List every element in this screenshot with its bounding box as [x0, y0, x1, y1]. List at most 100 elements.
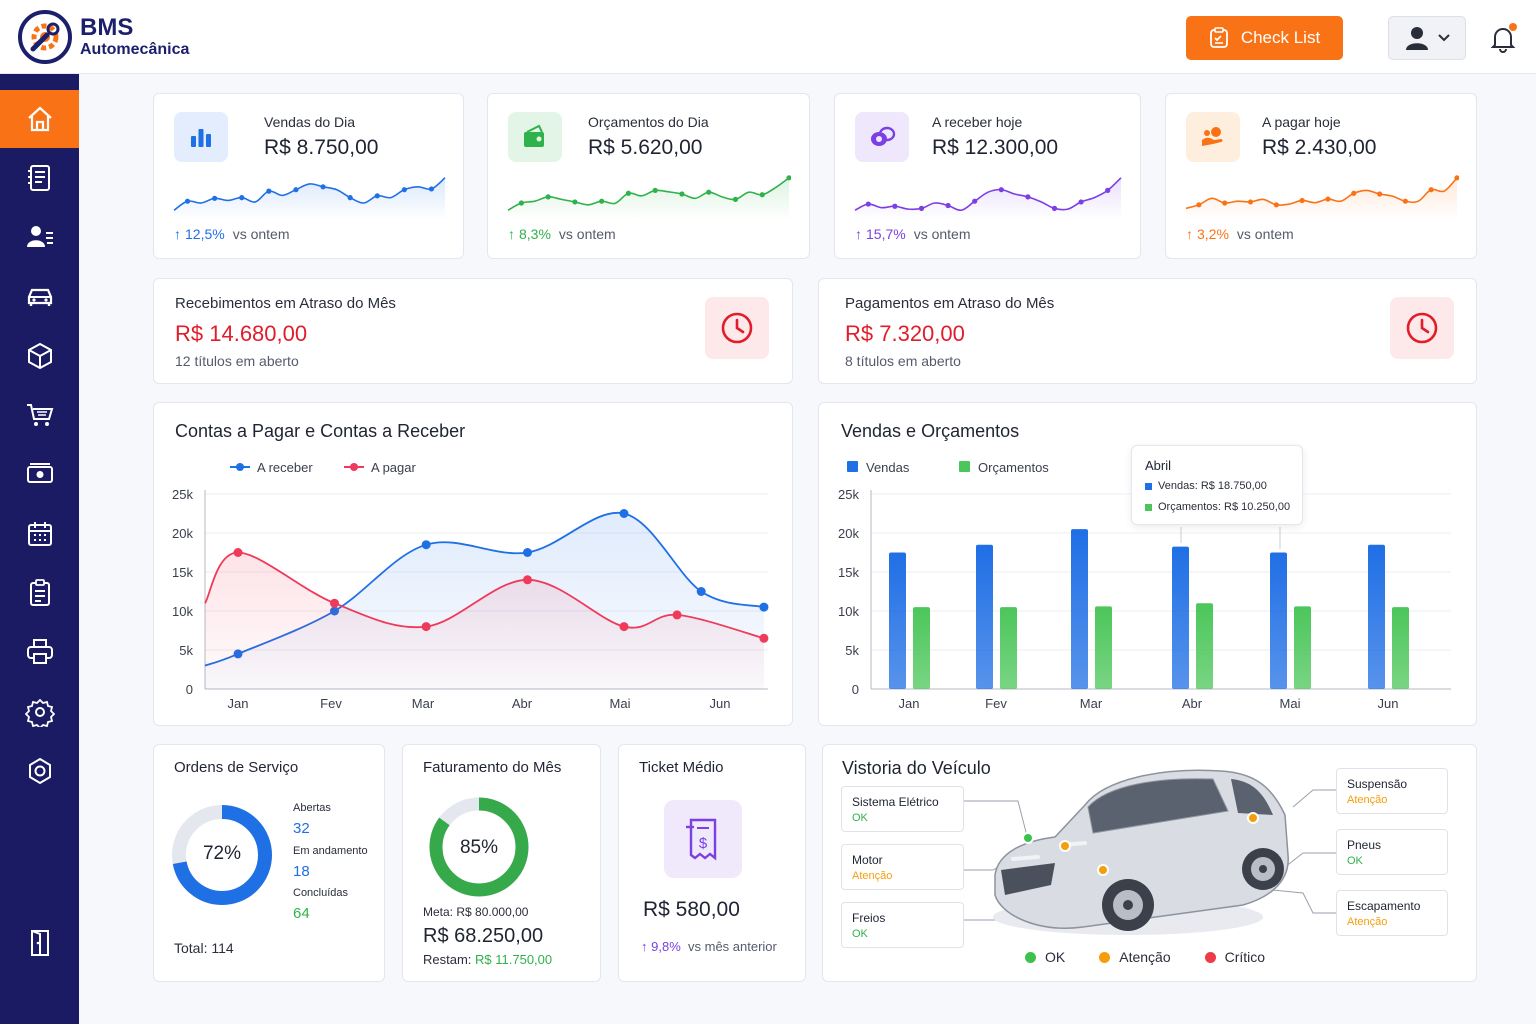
- marker-electrical[interactable]: [1022, 832, 1034, 844]
- marker-suspension[interactable]: [1247, 812, 1259, 824]
- marker-exhaust[interactable]: [1097, 864, 1109, 876]
- inspection-item-status: OK: [1347, 855, 1363, 867]
- series-point: [523, 575, 532, 585]
- bar: [1172, 546, 1189, 689]
- kpi-sparkline: [173, 177, 446, 220]
- bell-icon[interactable]: [1488, 24, 1518, 54]
- y-tick-label: 0: [186, 682, 193, 697]
- sidebar-item-schedule[interactable]: [0, 505, 79, 563]
- legend-label: Crítico: [1224, 949, 1266, 965]
- sidebar-item-stock[interactable]: [0, 327, 79, 385]
- legend-marker: [236, 463, 244, 471]
- legend-label: Vendas: [866, 460, 910, 475]
- x-tick-label: Jan: [228, 696, 249, 711]
- bar-chart[interactable]: 0 5k 10k 15k 20k 25k Jan Fev Mar Abr Mai Jun Vendas O…: [819, 403, 1478, 727]
- kpi-value: R$ 5.620,00: [588, 136, 703, 159]
- bar: [1294, 606, 1311, 689]
- legend-marker: [350, 463, 358, 471]
- kpi-change-value: 8,3%: [519, 226, 551, 242]
- inspection-item[interactable]: Suspensão Atenção: [1336, 768, 1448, 814]
- sparkline-point: [266, 188, 272, 194]
- marker-engine[interactable]: [1059, 840, 1071, 852]
- late-receivables-title: Recebimentos em Atraso do Mês: [175, 295, 396, 312]
- inspection-item[interactable]: Freios OK: [841, 902, 964, 948]
- legend-item: Atenção: [1099, 949, 1171, 965]
- kpi-change-value: 15,7%: [866, 226, 906, 242]
- bar-chart-icon: [174, 112, 228, 162]
- y-tick-label: 5k: [845, 643, 859, 658]
- late-receivables-count: 12 títulos em aberto: [175, 353, 299, 369]
- bar: [1071, 529, 1088, 689]
- bar: [1392, 607, 1409, 689]
- chart-tooltip: Abril Vendas: R$ 18.750,00 Orçamentos: R…: [1131, 445, 1303, 525]
- user-menu-button[interactable]: [1388, 16, 1466, 60]
- inspection-item[interactable]: Pneus OK: [1336, 829, 1448, 875]
- sidebar-item-settings[interactable]: [0, 683, 79, 741]
- bar: [1095, 606, 1112, 689]
- car-icon: [27, 288, 52, 306]
- kpi-card-quotes[interactable]: Orçamentos do Dia R$ 5.620,00 ↑ 8,3% vs on…: [487, 93, 810, 259]
- inspection-item[interactable]: Motor Atenção: [841, 844, 964, 890]
- sparkline-point: [1402, 198, 1408, 204]
- brand-logo[interactable]: BMS Automecânica: [18, 10, 189, 64]
- inspection-item[interactable]: Escapamento Atenção: [1336, 890, 1448, 936]
- sidebar-item-tools[interactable]: [0, 742, 79, 800]
- sparkline-point: [1428, 187, 1434, 193]
- sidebar-item-print[interactable]: [0, 623, 79, 681]
- monthly-billing-card[interactable]: Faturamento do Mês 85% Meta: R$ 80.000,0…: [402, 744, 601, 982]
- vehicle-inspection-card[interactable]: Vistoria do Veículo OK Atenção Crítico Sis…: [822, 744, 1477, 982]
- inspection-item-status: OK: [852, 812, 868, 824]
- clipboard-icon: [29, 579, 50, 606]
- sparkline-line: [173, 177, 446, 211]
- line-chart[interactable]: 0 5k 10k 15k 20k 25k Jan Fev Mar Abr Mai Jun A receb…: [154, 403, 794, 727]
- checklist-icon: [1209, 27, 1228, 48]
- orders-donut: [172, 805, 272, 905]
- sidebar-item-finance[interactable]: [0, 445, 79, 503]
- sidebar-item-purchases[interactable]: [0, 386, 79, 444]
- bar: [1368, 544, 1385, 689]
- billing-remaining-value: R$ 11.750,00: [475, 952, 553, 967]
- kpi-card-receivable[interactable]: A receber hoje R$ 12.300,00 ↑ 15,7% vs ont…: [834, 93, 1141, 259]
- sidebar-item-vehicles[interactable]: [0, 268, 79, 326]
- settings-alt-icon: [28, 757, 51, 785]
- top-header: BMS Automecânica Check List: [0, 0, 1536, 74]
- average-ticket-card[interactable]: Ticket Médio $ R$ 580,00 ↑ 9,8% vs mês a…: [618, 744, 806, 982]
- kpi-card-sales[interactable]: Vendas do Dia R$ 8.750,00 ↑ 12,5% vs ontem: [153, 93, 464, 259]
- coins-icon: [855, 112, 909, 162]
- billing-goal: Meta: R$ 80.000,00: [423, 905, 528, 919]
- calendar-icon: [27, 522, 52, 546]
- wallet-icon: [508, 112, 562, 162]
- receipt-icon: [27, 165, 50, 191]
- ticket-title: Ticket Médio: [639, 759, 724, 776]
- bar: [913, 607, 930, 689]
- y-tick-label: 15k: [172, 565, 193, 580]
- inspection-item[interactable]: Sistema Elétrico OK: [841, 786, 964, 832]
- sparkline-point: [212, 195, 218, 201]
- sidebar: [0, 74, 79, 1024]
- sidebar-item-sales[interactable]: [0, 149, 79, 207]
- checklist-button[interactable]: Check List: [1186, 16, 1343, 60]
- sparkline-point: [1222, 200, 1228, 206]
- billing-donut: [429, 797, 529, 897]
- sidebar-item-logout[interactable]: [0, 914, 79, 972]
- sidebar-item-orders[interactable]: [0, 564, 79, 622]
- inspection-legend: OK Atenção Crítico: [1025, 949, 1265, 965]
- late-receivables-card[interactable]: Recebimentos em Atraso do Mês R$ 14.680,…: [153, 278, 793, 384]
- x-tick-label: Abr: [512, 696, 533, 711]
- inspection-item-name: Pneus: [1347, 838, 1382, 852]
- sparkline-point: [347, 195, 353, 201]
- kpi-card-payable[interactable]: A pagar hoje R$ 2.430,00 ↑ 3,2% vs ontem: [1165, 93, 1477, 259]
- kpi-change: ↑ 12,5% vs ontem: [174, 226, 290, 242]
- x-tick-label: Jan: [899, 696, 920, 711]
- late-payments-card[interactable]: Pagamentos em Atraso do Mês R$ 7.320,00 …: [818, 278, 1477, 384]
- series-point: [421, 622, 431, 632]
- sidebar-item-home[interactable]: [0, 90, 79, 148]
- sidebar-item-clients[interactable]: [0, 208, 79, 266]
- clients-icon: [26, 226, 53, 247]
- late-payments-count: 8 títulos em aberto: [845, 353, 961, 369]
- inspection-item-name: Sistema Elétrico: [852, 795, 939, 809]
- service-orders-card[interactable]: Ordens de Serviço 72% Abertas 32 Em anda…: [153, 744, 385, 982]
- sparkline-point: [1351, 190, 1357, 196]
- kpi-change-label: vs ontem: [558, 226, 616, 242]
- sparkline-point: [599, 198, 605, 204]
